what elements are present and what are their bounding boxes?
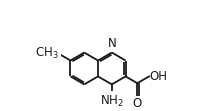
Text: N: N bbox=[107, 37, 116, 50]
Text: CH$_3$: CH$_3$ bbox=[35, 46, 58, 61]
Text: OH: OH bbox=[150, 70, 168, 83]
Text: NH$_2$: NH$_2$ bbox=[100, 94, 124, 109]
Text: O: O bbox=[133, 97, 142, 110]
